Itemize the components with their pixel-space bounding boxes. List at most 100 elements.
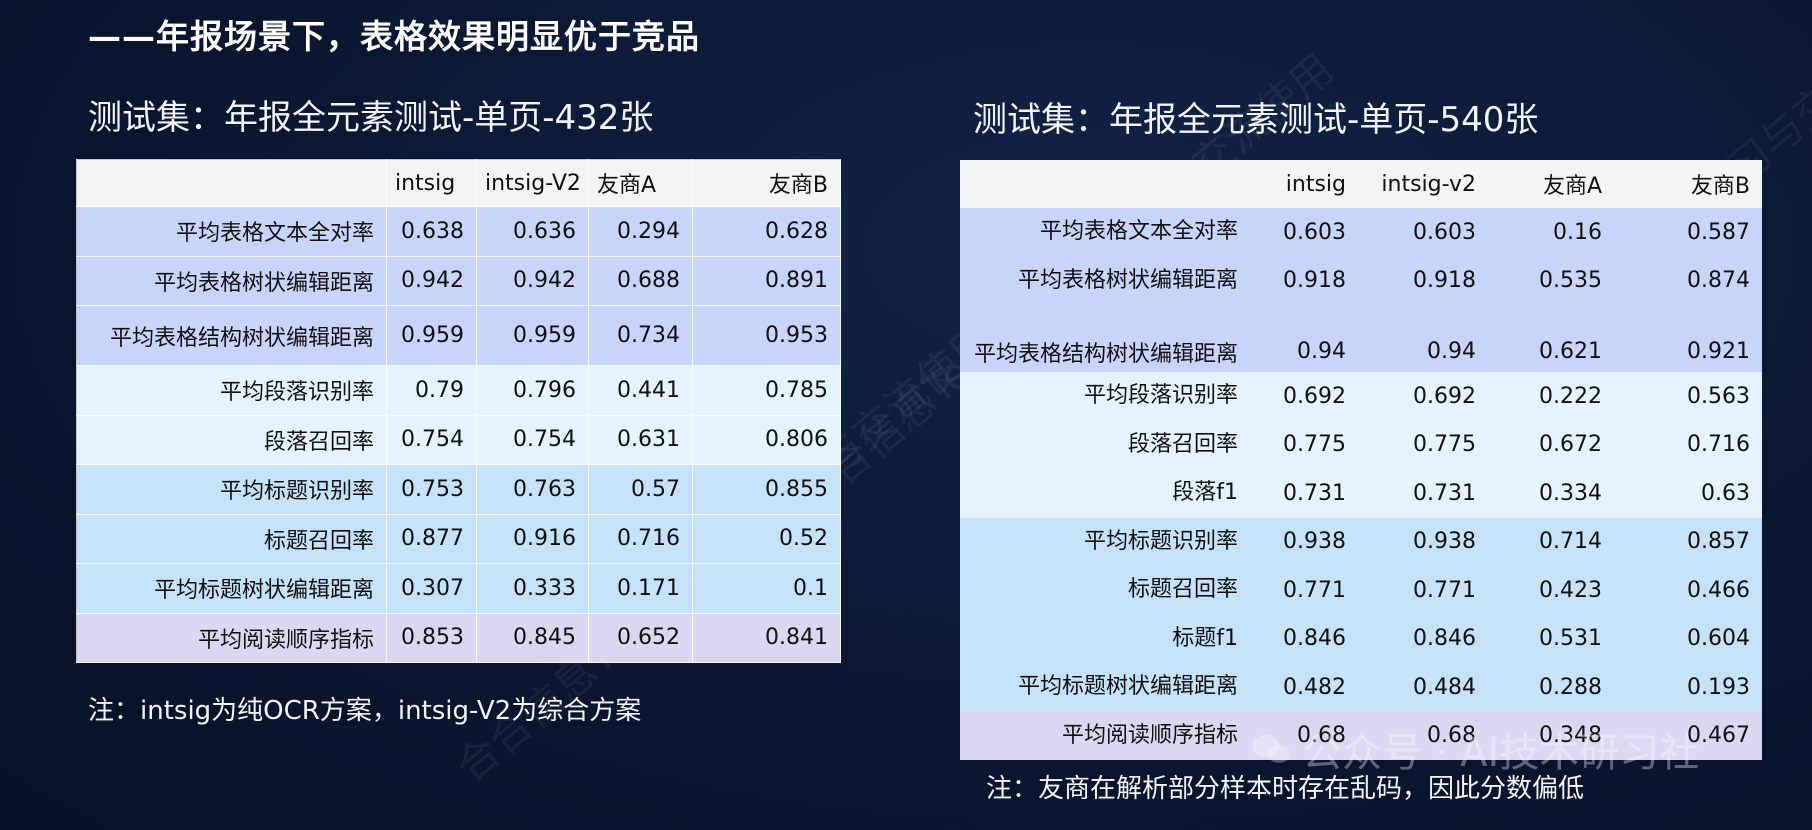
metric-value: 0.68 (1297, 723, 1346, 749)
table-row: 平均标题识别率 0.938 0.938 0.714 0.857 (960, 517, 1762, 566)
metric-label: 段落召回率 (76, 414, 387, 465)
table-row: 平均表格树状编辑距离 0.942 0.942 0.688 0.891 (76, 255, 841, 306)
metric-value: 0.959 (386, 305, 477, 366)
table-row: 平均阅读顺序指标 0.68 0.68 0.348 0.467 (960, 711, 1762, 760)
metric-label: 标题召回率 (76, 513, 387, 564)
metric-value: 0.587 (1687, 219, 1750, 245)
column-header: intsig (386, 159, 477, 207)
metric-label: 标题f1 (1172, 625, 1238, 651)
metric-value: 0.348 (1539, 723, 1602, 749)
metric-value: 0.441 (588, 365, 693, 416)
metric-value: 0.466 (1687, 577, 1750, 603)
table-row: 平均标题树状编辑距离 0.482 0.484 0.288 0.193 (960, 663, 1762, 712)
metric-value: 0.855 (692, 464, 841, 515)
table-row: 标题召回率 0.771 0.771 0.423 0.466 (960, 566, 1762, 615)
metric-value: 0.754 (386, 414, 477, 465)
right-footnote: 注：友商在解析部分样本时存在乱码，因此分数偏低 (986, 774, 1585, 804)
metric-value: 0.916 (476, 513, 589, 564)
metric-value: 0.688 (588, 255, 693, 306)
metric-label: 平均表格结构树状编辑距离 (973, 342, 1238, 367)
column-header: intsig-v2 (1381, 171, 1476, 197)
metric-value: 0.467 (1687, 723, 1750, 749)
metric-label: 平均阅读顺序指标 (76, 612, 387, 663)
table-row: 平均表格树状编辑距离 0.918 0.918 0.535 0.874 (960, 256, 1762, 305)
metric-value: 0.621 (1539, 339, 1602, 364)
metric-value: 0.846 (1413, 626, 1476, 652)
metric-value: 0.891 (692, 255, 841, 306)
metric-value: 0.563 (1687, 383, 1750, 409)
metric-value: 0.193 (1687, 674, 1750, 700)
table-header-row: intsig intsig-v2 友商A 友商B (960, 160, 1762, 208)
column-header: intsig-V2 (476, 159, 589, 207)
table-row: 段落f1 0.731 0.731 0.334 0.63 (960, 469, 1762, 518)
metric-value: 0.938 (1283, 529, 1346, 555)
metric-value: 0.857 (1687, 529, 1750, 555)
metric-value: 0.307 (386, 563, 477, 614)
metric-value: 0.288 (1539, 674, 1602, 700)
metric-label: 平均标题识别率 (1083, 528, 1238, 554)
wechat-watermark: 公众号 · AI技术研习社 (1252, 720, 1699, 778)
left-dataset-title: 测试集：年报全元素测试-单页-432张 (88, 98, 654, 138)
right-metrics-table: intsig intsig-v2 友商A 友商B 平均表格文本全对率 0.603 0… (960, 160, 1762, 760)
column-header: intsig (1285, 171, 1346, 197)
metric-label: 平均段落识别率 (76, 365, 387, 416)
metric-value: 0.79 (386, 365, 477, 416)
metric-value: 0.731 (1283, 480, 1346, 506)
metric-value: 0.771 (1413, 577, 1476, 603)
metric-value: 0.628 (692, 206, 841, 257)
table-header-row: intsig intsig-V2 友商A 友商B (76, 159, 841, 207)
metric-label: 平均表格树状编辑距离 (76, 255, 387, 306)
metric-value: 0.734 (588, 305, 693, 366)
metric-value: 0.763 (476, 464, 589, 515)
table-row: 平均表格文本全对率 0.638 0.636 0.294 0.628 (76, 206, 841, 257)
page-headline: ——年报场景下，表格效果明显优于竞品 (88, 17, 700, 56)
metric-label: 平均表格文本全对率 (76, 206, 387, 257)
metric-value: 0.918 (1413, 268, 1476, 294)
metric-value: 0.753 (386, 464, 477, 515)
metric-value: 0.938 (1413, 529, 1476, 555)
metric-value: 0.775 (1283, 432, 1346, 458)
metric-value: 0.294 (588, 206, 693, 257)
wechat-label: 公众号 · AI技术研习社 (1302, 730, 1700, 776)
metric-value: 0.535 (1539, 268, 1602, 294)
column-header: 友商A (588, 159, 693, 207)
column-header (960, 160, 1250, 208)
metric-value: 0.853 (386, 612, 477, 663)
table-row: 平均表格结构树状编辑距离 0.94 0.94 0.621 0.921 (960, 305, 1762, 372)
metric-value: 0.638 (386, 206, 477, 257)
metric-value: 0.942 (476, 255, 589, 306)
metric-value: 0.94 (1427, 339, 1476, 364)
metric-label: 平均标题树状编辑距离 (1017, 674, 1238, 700)
left-metrics-table: intsig intsig-V2 友商A 友商B 平均表格文本全对率 0.638 0… (76, 159, 841, 663)
metric-value: 0.672 (1539, 432, 1602, 458)
metric-value: 0.94 (1297, 339, 1346, 364)
metric-value: 0.771 (1283, 577, 1346, 603)
metric-value: 0.692 (1283, 383, 1346, 409)
metric-value: 0.841 (692, 612, 841, 663)
table-row: 平均阅读顺序指标 0.853 0.845 0.652 0.841 (76, 612, 841, 663)
metric-label: 平均段落识别率 (1083, 383, 1238, 409)
metric-value: 0.333 (476, 563, 589, 614)
metric-label: 平均标题树状编辑距离 (76, 563, 387, 614)
metric-value: 0.603 (1413, 219, 1476, 245)
table-row: 平均表格文本全对率 0.603 0.603 0.16 0.587 (960, 208, 1762, 257)
table-row: 标题召回率 0.877 0.916 0.716 0.52 (76, 513, 841, 564)
metric-label: 平均表格文本全对率 (1039, 219, 1238, 245)
metric-value: 0.16 (1553, 219, 1602, 245)
table-row: 段落召回率 0.775 0.775 0.672 0.716 (960, 420, 1762, 469)
metric-label: 标题召回率 (1127, 577, 1238, 603)
metric-label: 平均表格结构树状编辑距离 (76, 305, 387, 366)
metric-label: 平均标题识别率 (76, 464, 387, 515)
wechat-icon (1252, 733, 1292, 765)
table-row: 段落召回率 0.754 0.754 0.631 0.806 (76, 414, 841, 465)
metric-value: 0.604 (1687, 626, 1750, 652)
metric-value: 0.334 (1539, 480, 1602, 506)
metric-value: 0.482 (1283, 674, 1346, 700)
metric-value: 0.716 (588, 513, 693, 564)
metric-value: 0.652 (588, 612, 693, 663)
table-row: 平均段落识别率 0.79 0.796 0.441 0.785 (76, 365, 841, 416)
metric-value: 0.171 (588, 563, 693, 614)
metric-value: 0.63 (1701, 480, 1750, 506)
metric-value: 0.785 (692, 365, 841, 416)
metric-value: 0.423 (1539, 577, 1602, 603)
